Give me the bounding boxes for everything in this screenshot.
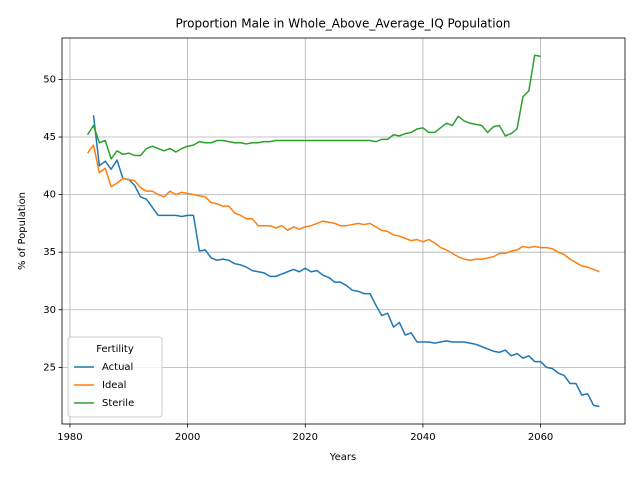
y-tick-label: 40 (43, 190, 56, 201)
x-tick-label: 2040 (410, 432, 435, 443)
legend: Fertility Actual Ideal Sterile (67, 336, 163, 418)
y-axis-label: % of Population (17, 192, 28, 270)
legend-label: Actual (102, 362, 133, 373)
chart-title: Proportion Male in Whole_Above_Average_I… (175, 17, 510, 31)
y-tick-label: 35 (43, 247, 56, 258)
x-tick-label: 2000 (175, 432, 200, 443)
legend-title: Fertility (96, 344, 134, 355)
legend-box (67, 336, 163, 418)
legend-label: Ideal (102, 380, 126, 391)
x-tick-label: 2020 (293, 432, 318, 443)
line-series (92, 115, 600, 408)
x-axis-label: Years (329, 452, 356, 463)
x-tick-label: 1980 (57, 432, 82, 443)
line-series (86, 144, 600, 273)
line-series (86, 54, 541, 160)
legend-label: Sterile (102, 398, 134, 409)
y-tick-label: 30 (43, 305, 56, 316)
axes-frame (61, 37, 626, 425)
y-tick-label: 25 (43, 362, 56, 373)
y-tick-label: 45 (43, 132, 56, 143)
x-tick-label: 2060 (528, 432, 553, 443)
y-tick-label: 50 (43, 74, 56, 85)
